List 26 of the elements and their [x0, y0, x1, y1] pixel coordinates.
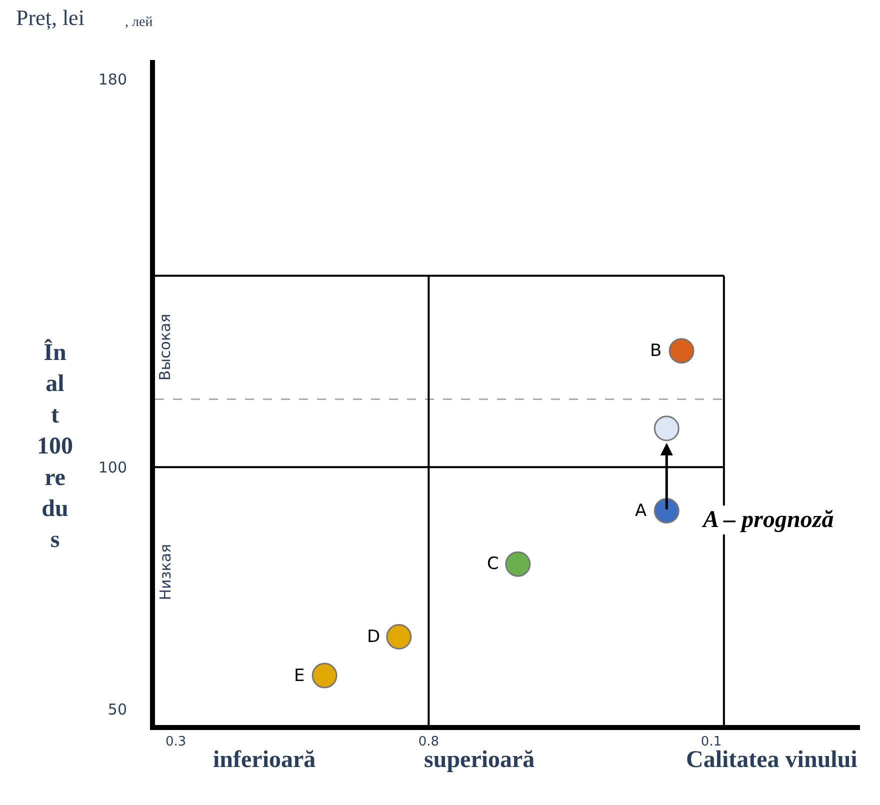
text: inferioară	[213, 747, 316, 773]
text: superioară	[424, 747, 535, 773]
chart-title: Preț, lei	[16, 5, 84, 30]
y-axis-title: Înalt 100 redus	[37, 339, 73, 554]
point	[312, 662, 338, 688]
y-tick-label: 100	[98, 458, 127, 476]
point	[505, 551, 531, 577]
series-label: C	[487, 554, 499, 574]
series-label: A	[635, 501, 647, 521]
series-label: E	[294, 666, 305, 686]
x-tick-label: 0.1	[700, 734, 722, 750]
point	[386, 624, 412, 650]
x-tick-label: 0.8	[418, 734, 440, 750]
point	[654, 498, 680, 524]
x-tick-label: 0.3	[165, 734, 186, 750]
series-label: D	[367, 627, 380, 647]
point	[668, 338, 694, 364]
chart-subtitle: , лей	[125, 15, 154, 30]
annotation: Высокая	[156, 314, 174, 381]
x-axis-title: Calitatea vinului	[686, 747, 858, 773]
y-tick-label: 180	[98, 70, 127, 89]
series-label: B	[650, 341, 662, 361]
annotation: A – prognoză	[701, 507, 834, 533]
point	[654, 416, 680, 442]
y-tick-label: 50	[108, 700, 127, 719]
annotation: Низкая	[156, 544, 175, 600]
